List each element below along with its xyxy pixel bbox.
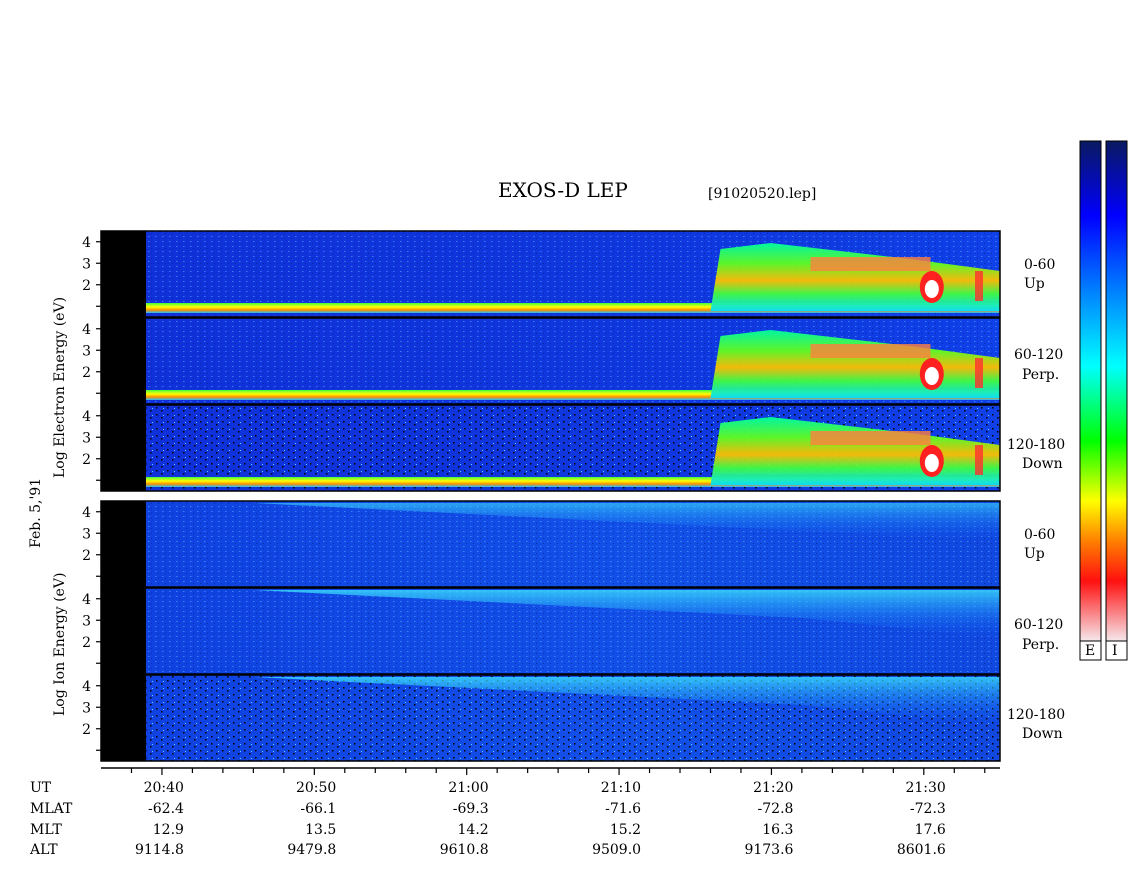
ion-axis-label: Log Ion Energy (eV) <box>52 572 68 716</box>
ephemeris-alt-value: 9610.8 <box>439 842 489 858</box>
ephemeris-mlat-value: -69.3 <box>452 801 489 817</box>
row-label-alt: ALT <box>30 842 58 858</box>
ephemeris-ut-value: 20:50 <box>295 780 337 796</box>
y-tick-label: 4 <box>82 505 91 521</box>
electron-ch1-range: 0-60 <box>1024 257 1056 273</box>
date-label: Feb. 5,'91 <box>28 477 44 548</box>
colorbar-ion-label: I <box>1112 643 1118 659</box>
ephemeris-ut-value: 21:20 <box>753 780 794 796</box>
colorbar-electron <box>1079 140 1102 642</box>
y-tick-label: 3 <box>82 256 91 272</box>
spectrogram-panel <box>100 317 1001 405</box>
ephemeris-alt-value: 8601.6 <box>896 842 946 858</box>
ephemeris-ut-value: 21:30 <box>905 780 946 796</box>
electron-axis-label: Log Electron Energy (eV) <box>52 296 68 478</box>
y-tick-label: 3 <box>82 613 91 629</box>
ephemeris-mlt-value: 14.2 <box>457 822 489 838</box>
spectrogram-panel <box>100 587 1001 675</box>
ion-ch1-range: 0-60 <box>1024 527 1056 543</box>
ion-ch2-range: 60-120 <box>1014 617 1064 633</box>
row-label-ut: UT <box>30 780 52 796</box>
ephemeris-mlt-value: 15.2 <box>609 822 642 838</box>
ephemeris-mlat-value: -71.6 <box>605 801 642 817</box>
y-tick-label: 4 <box>82 592 91 608</box>
chart-subtitle-filename: [91020520.lep] <box>708 186 817 202</box>
y-tick-label: 4 <box>82 679 91 695</box>
ion-ch3-range: 120-180 <box>1007 707 1066 723</box>
y-tick-label: 3 <box>82 430 91 446</box>
ephemeris-mlt-value: 17.6 <box>914 822 946 838</box>
y-tick-label: 3 <box>82 526 91 542</box>
y-tick-label: 2 <box>82 452 91 468</box>
ephemeris-alt-value: 9479.8 <box>287 842 337 858</box>
ion-ch2-dir: Perp. <box>1022 637 1060 653</box>
spectrogram-panel <box>100 404 1001 492</box>
ephemeris-alt-value: 9114.8 <box>134 842 184 858</box>
ion-ch3-dir: Down <box>1022 726 1063 742</box>
ephemeris-mlt-value: 13.5 <box>305 822 337 838</box>
electron-ch1-dir: Up <box>1024 276 1045 292</box>
ephemeris-alt-value: 9509.0 <box>592 842 642 858</box>
y-tick-label: 2 <box>82 722 91 738</box>
electron-ch2-range: 60-120 <box>1014 347 1064 363</box>
y-tick-label: 2 <box>82 635 91 651</box>
ephemeris-ut-value: 21:10 <box>600 780 642 796</box>
axes: 2 3 4 2 3 4 2 3 4 2 3 4 2 3 4 2 3 4 <box>82 235 1000 775</box>
electron-ch2-dir: Perp. <box>1022 367 1060 383</box>
row-label-mlt: MLT <box>30 822 62 838</box>
y-tick-label: 4 <box>82 235 91 251</box>
spectrogram-panel <box>100 500 1001 588</box>
spectrogram-panel <box>100 674 1001 762</box>
ephemeris-mlt-value: 16.3 <box>762 822 794 838</box>
y-tick-label: 2 <box>82 548 91 564</box>
ephemeris-mlat-value: -72.8 <box>757 801 794 817</box>
electron-ch3-dir: Down <box>1022 456 1063 472</box>
colorbar-ion <box>1105 140 1128 642</box>
y-tick-label: 2 <box>82 365 91 381</box>
ephemeris-mlat-value: -72.3 <box>909 801 946 817</box>
ion-ch1-dir: Up <box>1024 546 1045 562</box>
spectrogram-panel <box>100 230 1001 318</box>
ephemeris-ut-value: 20:40 <box>143 780 184 796</box>
row-label-mlat: MLAT <box>30 801 73 817</box>
ephemeris-mlt-value: 12.9 <box>152 822 184 838</box>
ephemeris-mlat-value: -62.4 <box>148 801 184 817</box>
y-tick-label: 3 <box>82 700 91 716</box>
ephemeris-ut-value: 21:00 <box>448 780 489 796</box>
y-tick-label: 4 <box>82 322 91 338</box>
chart-title: EXOS-D LEP <box>498 178 628 202</box>
y-tick-label: 2 <box>82 278 91 294</box>
y-tick-label: 4 <box>82 409 91 425</box>
spectrogram-panels <box>100 230 1001 762</box>
electron-ch3-range: 120-180 <box>1007 437 1066 453</box>
ephemeris-mlat-value: -66.1 <box>300 801 337 817</box>
colorbar-electron-label: E <box>1085 643 1096 659</box>
y-tick-label: 3 <box>82 343 91 359</box>
ephemeris-alt-value: 9173.6 <box>744 842 794 858</box>
